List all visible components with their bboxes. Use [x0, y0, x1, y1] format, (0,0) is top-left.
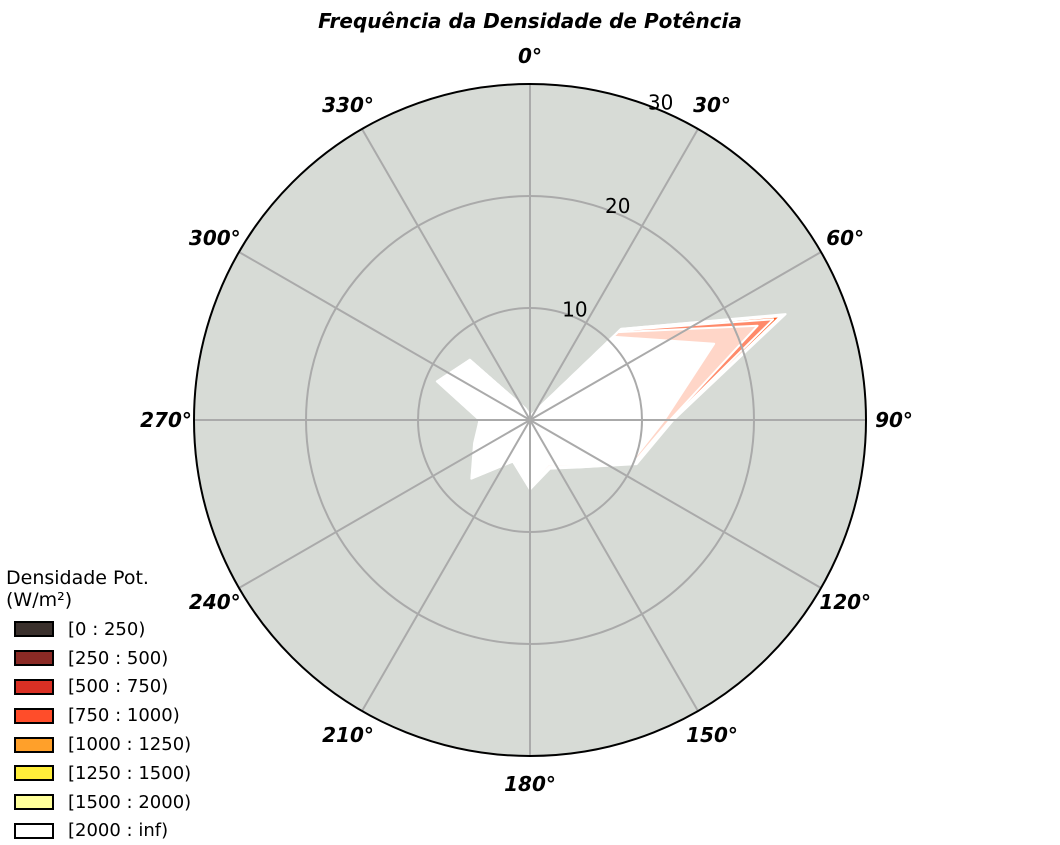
legend-label: [2000 : inf) [68, 820, 169, 842]
r-tick-label: 20 [605, 194, 630, 218]
legend-item: [500 : 750) [6, 673, 246, 702]
theta-tick-label: 0° [518, 44, 542, 68]
legend-swatch [14, 678, 54, 695]
legend-item: [0 : 250) [6, 615, 246, 644]
legend-item: [1000 : 1250) [6, 730, 246, 759]
legend-items: [0 : 250) [250 : 500) [500 : 750) [750 : 10… [6, 615, 246, 845]
theta-tick-label: 270° [140, 408, 192, 432]
theta-tick-label: 300° [189, 226, 241, 250]
legend-swatch [14, 650, 54, 667]
theta-tick-label: 30° [693, 93, 731, 117]
legend-label: [250 : 500) [68, 647, 169, 669]
grid-layer [194, 84, 866, 756]
legend-label: [750 : 1000) [68, 705, 180, 727]
theta-tick-label: 210° [322, 723, 374, 747]
legend-swatch [14, 765, 54, 782]
theta-tick-label: 60° [826, 226, 864, 250]
legend-item: [1250 : 1500) [6, 759, 246, 788]
legend-swatch [14, 794, 54, 811]
legend-item: [1500 : 2000) [6, 788, 246, 817]
legend-title-line: (W/m²) [6, 589, 73, 611]
theta-tick-label: 150° [686, 723, 738, 747]
grid-spoke-8 [238, 419, 531, 589]
grid-spoke-10 [238, 251, 531, 421]
chart-title: Frequência da Densidade de Potência [318, 9, 742, 33]
legend-swatch [14, 736, 54, 753]
theta-tick-label: 330° [322, 93, 374, 117]
legend-item: [250 : 500) [6, 644, 246, 673]
grid-spoke-2 [529, 251, 822, 421]
theta-tick-label: 120° [819, 590, 871, 614]
legend-label: [1500 : 2000) [68, 791, 192, 813]
grid-spoke-5 [529, 419, 699, 712]
legend: Densidade Pot. (W/m²) [0 : 250) [250 : 500… [6, 567, 246, 845]
legend-label: [1250 : 1500) [68, 762, 192, 784]
legend-label: [500 : 750) [68, 676, 169, 698]
legend-label: [1000 : 1250) [68, 734, 192, 756]
grid-spoke-11 [361, 128, 531, 421]
legend-item: [750 : 1000) [6, 701, 246, 730]
legend-swatch [14, 621, 54, 638]
r-tick-label: 10 [562, 298, 587, 322]
series-layer [435, 313, 787, 491]
legend-swatch [14, 822, 54, 839]
label-layer: 0° 30° 60° 90° 120° 150° 180° 210° 240° 270° 300° 3… [140, 44, 913, 796]
theta-tick-label: 90° [875, 408, 913, 432]
r-tick-label: 30 [648, 91, 673, 115]
theta-tick-label: 240° [189, 590, 241, 614]
plot-border [193, 83, 867, 757]
legend-item: [2000 : inf) [6, 817, 246, 845]
theta-tick-label: 180° [504, 772, 556, 796]
legend-title-line: Densidade Pot. [6, 567, 149, 589]
grid-spoke-4 [529, 419, 822, 589]
grid-spoke-7 [361, 419, 531, 712]
grid-spoke-1 [529, 128, 699, 421]
legend-title: Densidade Pot. (W/m²) [6, 567, 246, 611]
legend-label: [0 : 250) [68, 618, 146, 640]
legend-swatch [14, 707, 54, 724]
